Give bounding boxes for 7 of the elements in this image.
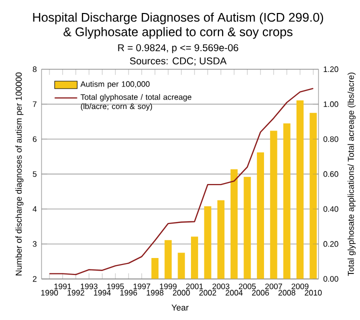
- line-series: [48, 88, 314, 275]
- y-axis-title: Number of discharge diagnoses of autism per 100000: [15, 72, 24, 276]
- chart-subtitle: R = 0.9824, p <= 9.569e-06: [118, 44, 238, 53]
- source-note: Sources: CDC; USDA: [130, 57, 227, 66]
- chart-title: Hospital Discharge Diagnoses of Autism (ICD 299.0) & Glyphosate applied to corn & soy crops: [33, 12, 324, 39]
- x-axis-title: Year: [172, 304, 189, 310]
- y2-axis-title: Total glyphosate applications/ Total acreage (lbs/acre): [348, 72, 356, 276]
